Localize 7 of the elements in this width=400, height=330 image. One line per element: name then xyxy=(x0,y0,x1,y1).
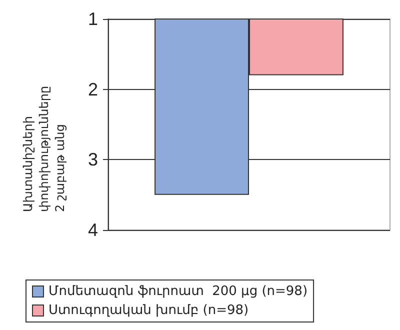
y-tick-label: 3 xyxy=(88,150,98,170)
y-axis-title: Ախտանիշների փոփոխությունները 2 շաբաթ անց xyxy=(21,82,67,212)
legend-label: Մոմետազոն ֆուրոատ 200 µg (n=98) xyxy=(48,284,308,299)
legend-label: Ստուգողական խումբ (n=98) xyxy=(48,303,249,318)
y-tick-label: 4 xyxy=(88,220,98,240)
y-tick-label: 2 xyxy=(88,79,98,100)
y-tick-label: 1 xyxy=(88,9,98,29)
